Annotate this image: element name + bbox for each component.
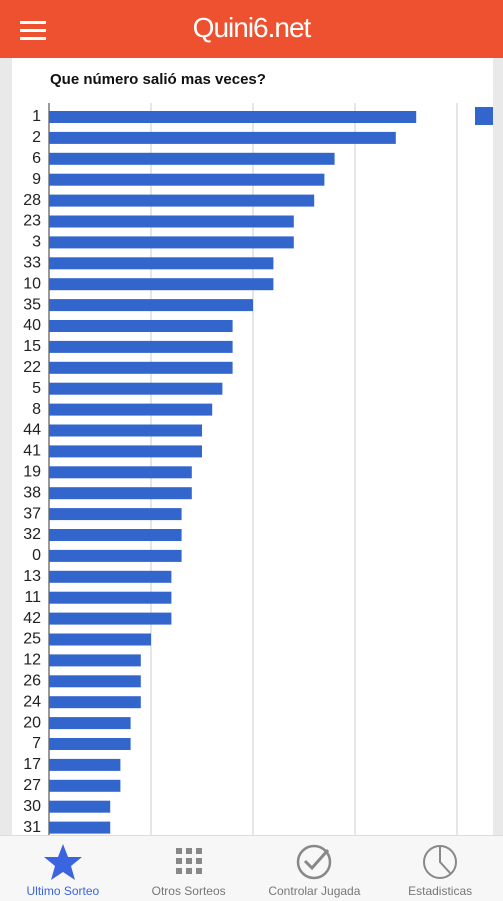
y-tick-label: 28 bbox=[23, 192, 41, 209]
legend-swatch bbox=[475, 107, 493, 125]
bar bbox=[49, 236, 294, 249]
y-tick-label: 11 bbox=[24, 589, 41, 606]
bar bbox=[49, 800, 111, 813]
bar bbox=[49, 779, 121, 792]
y-tick-label: 15 bbox=[23, 338, 41, 355]
tab[interactable]: Controlar Jugada bbox=[252, 836, 378, 901]
tab-label: Controlar Jugada bbox=[268, 884, 361, 898]
y-tick-label: 17 bbox=[23, 756, 41, 773]
bar bbox=[49, 758, 121, 771]
y-tick-label: 33 bbox=[23, 255, 41, 272]
y-tick-label: 22 bbox=[23, 359, 41, 376]
chart-title: Que número salió mas veces? bbox=[50, 71, 266, 88]
header: Quini6.net bbox=[0, 0, 503, 58]
y-tick-label: 2 bbox=[32, 129, 41, 146]
y-tick-label: 23 bbox=[23, 213, 41, 230]
bar bbox=[49, 299, 253, 312]
bar bbox=[49, 612, 172, 625]
header-title: Quini6.net bbox=[192, 12, 312, 43]
y-tick-label: 37 bbox=[23, 505, 41, 522]
bar bbox=[49, 821, 111, 834]
y-tick-label: 9 bbox=[32, 171, 41, 188]
tab[interactable]: Estadisticas bbox=[377, 836, 503, 901]
bar bbox=[49, 215, 294, 228]
y-tick-label: 27 bbox=[23, 777, 41, 794]
bar bbox=[49, 696, 141, 709]
bar bbox=[49, 508, 182, 521]
y-tick-label: 20 bbox=[23, 714, 41, 731]
y-tick-label: 13 bbox=[23, 568, 41, 585]
tab-label: Otros Sorteos bbox=[151, 884, 226, 898]
y-tick-label: 40 bbox=[23, 317, 41, 334]
bar bbox=[49, 466, 192, 479]
bar bbox=[49, 529, 182, 541]
bar bbox=[49, 152, 335, 165]
tab-label: Ultimo Sorteo bbox=[26, 884, 100, 898]
bar bbox=[49, 591, 172, 604]
bar bbox=[49, 173, 325, 186]
y-tick-label: 44 bbox=[23, 422, 41, 439]
check-icon bbox=[297, 844, 332, 880]
bar bbox=[49, 570, 172, 583]
bar bbox=[49, 257, 274, 270]
bar bbox=[49, 633, 151, 646]
tab-label: Estadisticas bbox=[408, 884, 473, 898]
y-tick-label: 38 bbox=[23, 484, 41, 501]
y-tick-label: 30 bbox=[23, 798, 41, 815]
bar bbox=[49, 111, 417, 123]
chart: Que número salió mas veces? 126928233331… bbox=[23, 71, 493, 835]
bar bbox=[49, 424, 202, 437]
bar bbox=[49, 194, 315, 207]
chart-card: Que número salió mas veces? 1 2 6 9 28 23 3 33 1… bbox=[12, 58, 493, 835]
y-tick-label: 31 bbox=[23, 819, 41, 835]
bar bbox=[49, 340, 233, 353]
y-tick-label: 10 bbox=[23, 275, 41, 292]
y-tick-label: 5 bbox=[32, 380, 41, 397]
y-tick-label: 0 bbox=[32, 547, 41, 564]
tab[interactable]: Ultimo Sorteo bbox=[0, 836, 126, 901]
y-tick-label: 25 bbox=[23, 631, 41, 648]
grid-icon bbox=[175, 848, 202, 874]
bar bbox=[49, 487, 192, 500]
bar bbox=[49, 549, 182, 562]
y-tick-label: 6 bbox=[32, 150, 41, 167]
y-tick-label: 12 bbox=[23, 652, 41, 669]
y-tick-label: 3 bbox=[32, 234, 41, 251]
bar bbox=[49, 445, 202, 458]
y-tick-label: 42 bbox=[23, 610, 41, 627]
bar bbox=[49, 382, 223, 395]
bar bbox=[49, 738, 131, 750]
star-icon bbox=[43, 844, 82, 880]
y-tick-label: 41 bbox=[23, 443, 41, 460]
bar bbox=[49, 131, 396, 144]
bar bbox=[49, 320, 233, 332]
y-tick-label: 35 bbox=[23, 296, 41, 313]
y-tick-label: 19 bbox=[23, 464, 41, 481]
bar bbox=[49, 675, 141, 688]
y-tick-label: 1 bbox=[32, 108, 41, 125]
y-tick-label: 8 bbox=[32, 401, 41, 418]
menu-button[interactable] bbox=[16, 10, 56, 50]
bar bbox=[49, 654, 141, 667]
y-tick-label: 32 bbox=[23, 526, 41, 543]
y-tick-label: 24 bbox=[23, 693, 41, 710]
bar bbox=[49, 361, 233, 374]
tab-bar: Ultimo Sorteo Otros Sorteos Controlar Ju… bbox=[0, 835, 503, 901]
tab[interactable]: Otros Sorteos bbox=[126, 836, 252, 901]
y-tick-label: 7 bbox=[32, 735, 41, 752]
bar bbox=[49, 403, 213, 416]
bar bbox=[49, 278, 274, 291]
bar bbox=[49, 717, 131, 730]
y-tick-label: 26 bbox=[23, 673, 41, 690]
pie-icon bbox=[423, 845, 458, 879]
